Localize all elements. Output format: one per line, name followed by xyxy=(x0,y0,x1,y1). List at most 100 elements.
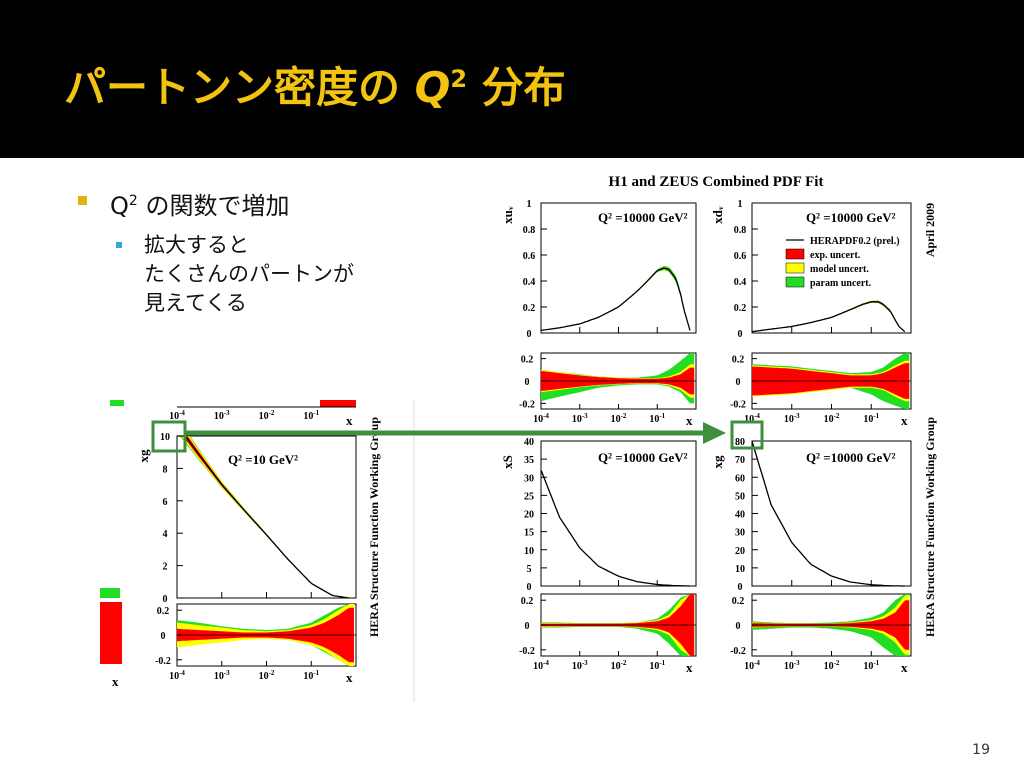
x-tick-label: 10-1 xyxy=(303,669,319,682)
ratio-y-tick-label: 0 xyxy=(736,621,741,632)
ratio-y-tick-label: 0 xyxy=(161,631,166,642)
y-axis-label: xg xyxy=(710,455,725,469)
y-tick-label: 30 xyxy=(524,473,534,484)
bullet-level1-exponent: 2 xyxy=(128,193,138,209)
plot-frame xyxy=(751,202,912,334)
y-tick-label: 0.6 xyxy=(734,251,747,262)
x-tick-label: 10-1 xyxy=(649,412,665,425)
x-tick-label: 10-3 xyxy=(784,659,800,672)
x-tick-label: 10-2 xyxy=(611,412,627,425)
pdf-panel-1: 0 0.2 0.4 0.6 0.8 1 xdᵥ -0.2 0 0.2 10-4 10-3 10-2 10-… xyxy=(710,199,912,428)
x-tick-label: 10-4 xyxy=(533,412,549,425)
y-tick-label: 70 xyxy=(735,455,745,466)
x-axis-label: x xyxy=(346,670,353,685)
pdf-panel-2: 0 5 10 15 20 25 30 35 40 xS -0.2 0 0.2 10-4 10-3 10-2 10… xyxy=(500,437,697,675)
q2-annotation: Q² =10000 GeV² xyxy=(806,450,896,465)
y-tick-label: 15 xyxy=(524,528,534,539)
cropped-top-x-tick-label: 10-3 xyxy=(214,409,230,422)
legend-entry: HERAPDF0.2 (prel.) xyxy=(810,236,900,247)
slide-title: パートンン密度の Q2 分布 xyxy=(64,54,566,115)
ratio-y-tick-label: 0.2 xyxy=(732,355,745,366)
bullet-level2: 拡大すると たくさんのパートンが 見えてくる xyxy=(74,231,354,318)
pdf-panel-0: 0 0.2 0.4 0.6 0.8 1 xuᵥ -0.2 0 0.2 10-4 10-3 10-2 10-… xyxy=(500,199,697,428)
central-fit-line xyxy=(751,301,906,333)
y-tick-label: 50 xyxy=(735,491,745,502)
x-tick-label: 10-3 xyxy=(572,659,588,672)
plot-frame xyxy=(540,440,697,587)
highlight-box-q2-10000 xyxy=(730,420,764,450)
q2-annotation: Q² =10000 GeV² xyxy=(598,450,688,465)
y-tick-label: 80 xyxy=(735,437,745,448)
y-axis-label: xS xyxy=(500,455,515,469)
x-tick-label: 10-3 xyxy=(214,669,230,682)
ratio-y-tick-label: 0 xyxy=(525,377,530,388)
central-fit-line xyxy=(540,469,690,587)
ratio-y-tick-label: -0.2 xyxy=(730,646,746,657)
bullet-list: Q2 の関数で増加 拡大すると たくさんのパートンが 見えてくる xyxy=(74,184,354,318)
y-tick-label: 20 xyxy=(735,546,745,557)
x-tick-label: 10-1 xyxy=(863,659,879,672)
x-tick-label: 10-4 xyxy=(169,669,185,682)
x-axis-label: x xyxy=(901,413,908,428)
y-axis-label: xdᵥ xyxy=(710,206,725,224)
legend-entry: model uncert. xyxy=(810,264,869,275)
y-tick-label: 0 xyxy=(738,329,743,340)
title-bar: パートンン密度の Q2 分布 xyxy=(0,0,1024,158)
y-tick-label: 4 xyxy=(163,529,168,540)
legend-entry: param uncert. xyxy=(810,278,872,289)
y-tick-label: 10 xyxy=(160,432,170,443)
comparison-arrow-head xyxy=(703,422,726,444)
y-tick-label: 0.6 xyxy=(523,251,536,262)
y-tick-label: 30 xyxy=(735,528,745,539)
model-uncert-band xyxy=(177,436,350,598)
ratio-y-tick-label: 0.2 xyxy=(732,596,745,607)
cropped-top-x-tick-label: 10-4 xyxy=(169,409,185,422)
y-axis-label: xuᵥ xyxy=(500,206,515,224)
plot-frame xyxy=(751,440,912,587)
y-tick-label: 2 xyxy=(163,562,168,573)
x-tick-label: 10-4 xyxy=(744,412,760,425)
april-2009-label: April 2009 xyxy=(923,203,937,257)
y-axis-label: xg xyxy=(136,449,151,463)
y-tick-label: 0.4 xyxy=(523,277,536,288)
q2-annotation: Q² =10 GeV² xyxy=(228,452,298,467)
ratio-y-tick-label: 0.2 xyxy=(521,596,534,607)
hera-working-group-label-right: HERA Structure Function Working Group xyxy=(923,417,937,637)
bullet-level2-line: 見えてくる xyxy=(144,291,247,315)
x-tick-label: 10-4 xyxy=(533,659,549,672)
y-tick-label: 35 xyxy=(524,455,534,466)
plot-frame xyxy=(540,202,697,334)
title-q: Q xyxy=(414,63,451,112)
x-tick-label: 10-4 xyxy=(744,659,760,672)
title-q-exponent: 2 xyxy=(450,65,468,93)
y-tick-label: 10 xyxy=(524,546,534,557)
y-tick-label: 20 xyxy=(524,510,534,521)
bullet-level1-q: Q xyxy=(110,192,129,220)
ratio-y-tick-label: 0 xyxy=(736,377,741,388)
cropped-param-band-fragment xyxy=(100,588,120,598)
y-tick-label: 1 xyxy=(738,199,743,210)
y-tick-label: 0 xyxy=(527,582,532,593)
x-tick-label: 10-3 xyxy=(572,412,588,425)
y-tick-label: 40 xyxy=(524,437,534,448)
bullet-level1-marker xyxy=(78,196,87,205)
y-tick-label: 6 xyxy=(163,497,168,508)
x-tick-label: 10-2 xyxy=(824,659,840,672)
x-tick-label: 10-3 xyxy=(784,412,800,425)
legend: HERAPDF0.2 (prel.) exp. uncert. model unce… xyxy=(785,236,900,289)
x-axis-label: x xyxy=(686,660,693,675)
x-axis-label: x xyxy=(901,660,908,675)
y-tick-label: 0.2 xyxy=(523,303,536,314)
central-fit-line xyxy=(751,440,905,587)
highlight-box-q2-10 xyxy=(151,420,187,453)
ratio-y-tick-label: 0.2 xyxy=(157,606,170,617)
cropped-x-label: x xyxy=(112,674,119,689)
ratio-y-tick-label: -0.2 xyxy=(730,399,746,410)
y-tick-label: 0.4 xyxy=(734,277,747,288)
figure-title: H1 and ZEUS Combined PDF Fit xyxy=(609,174,824,190)
q2-annotation: Q² =10000 GeV² xyxy=(806,210,896,225)
central-fit-line xyxy=(540,267,691,332)
ratio-y-tick-label: 0 xyxy=(525,621,530,632)
